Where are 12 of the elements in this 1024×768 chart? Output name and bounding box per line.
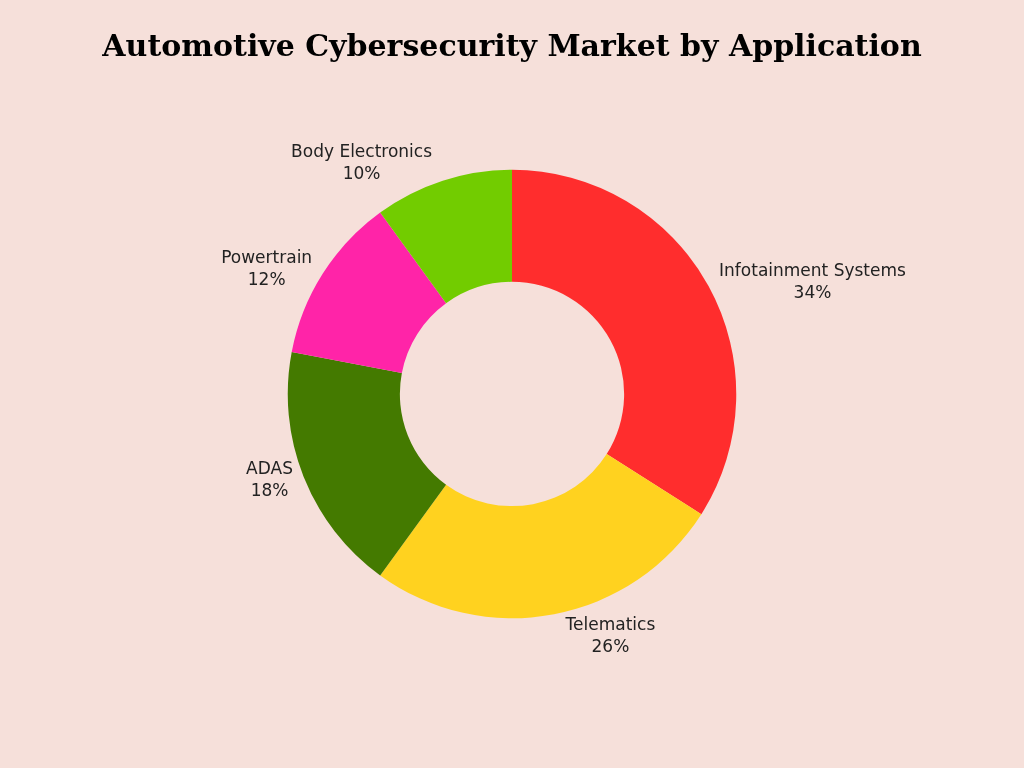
data-label: 10% <box>342 162 381 183</box>
slice-label: Infotainment Systems <box>719 260 907 281</box>
slice-label: Telematics <box>564 613 656 634</box>
data-label: 18% <box>250 480 289 501</box>
donut-slice <box>380 169 512 304</box>
slice-label: Body Electronics <box>291 140 433 161</box>
slice-label: Powertrain <box>221 246 313 267</box>
slice-label: ADAS <box>246 458 293 479</box>
data-label: 34% <box>793 282 832 303</box>
chart-title: Automotive Cybersecurity Market by Application <box>101 27 922 63</box>
data-label: 26% <box>591 635 630 656</box>
data-label: 12% <box>247 268 286 289</box>
